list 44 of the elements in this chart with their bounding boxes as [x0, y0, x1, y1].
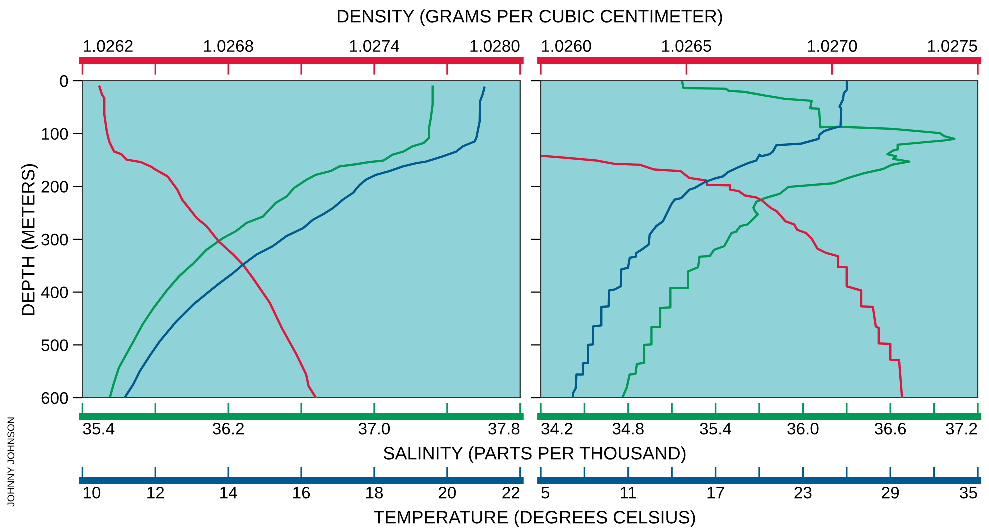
y-tick-label: 600: [42, 392, 68, 404]
x2-tick-label: 1.0260: [542, 40, 592, 52]
x2-tick-label: 1.0270: [808, 40, 858, 52]
x-tick-label: 5: [542, 487, 550, 499]
y-axis-title: DEPTH (METERS): [22, 164, 38, 316]
y-tick-label: 500: [42, 340, 68, 352]
x-tick-label: 35: [960, 486, 978, 499]
y-tick-label: 100: [42, 128, 68, 140]
x2-tick-label: 1.0274: [350, 40, 400, 52]
x-tick-label: 11: [621, 487, 636, 499]
x-tick-label: 37.2: [946, 422, 978, 435]
x2-tick-label: 1.0280: [470, 40, 520, 52]
x-axis-title: SALINITY (PARTS PER THOUSAND): [384, 446, 686, 464]
x-tick-label: 17: [708, 487, 724, 499]
x2-tick-label: 1.0275: [928, 40, 978, 52]
y-tick-label: 400: [41, 286, 68, 299]
x-tick-label: 20: [439, 486, 456, 499]
x-tick-label: 12: [148, 486, 164, 499]
x-tick-label: 35.4: [700, 422, 732, 435]
y-tick-label: 300: [42, 234, 68, 246]
x-tick-label: 34.8: [612, 422, 644, 435]
x-axis-title: TEMPERATURE (DEGREES CELSIUS): [374, 510, 696, 528]
y-tick-label: 0: [60, 75, 68, 88]
x-tick-label: 14: [220, 487, 238, 499]
x-tick-label: 36.2: [213, 422, 244, 435]
x2-tick-label: 1.0268: [204, 40, 254, 52]
x2-tick-label: 1.0262: [84, 40, 133, 52]
x-tick-label: 16: [294, 486, 310, 499]
x2-tick-label: 1.0265: [662, 40, 712, 52]
x2-axis-title: DENSITY (GRAMS PER CUBIC CENTIMETER): [338, 10, 722, 26]
x-tick-label: 36.0: [788, 422, 819, 435]
x-tick-label: 18: [366, 486, 384, 499]
x-tick-label: 37.8: [488, 422, 520, 435]
x-tick-label: 29: [882, 486, 900, 499]
x-tick-label: 23: [794, 486, 812, 499]
text: JOHNNY JOHNSON: [8, 418, 15, 507]
x-tick-label: 37.0: [358, 422, 390, 435]
x-tick-label: 36.6: [875, 422, 906, 435]
x-tick-label: 34.2: [542, 422, 573, 435]
y-tick-label: 200: [42, 181, 68, 193]
x-tick-label: 10: [84, 486, 101, 499]
x-tick-label: 35.4: [83, 422, 115, 435]
line-series: [108, 86, 434, 398]
x-tick-label: 22: [502, 486, 520, 499]
